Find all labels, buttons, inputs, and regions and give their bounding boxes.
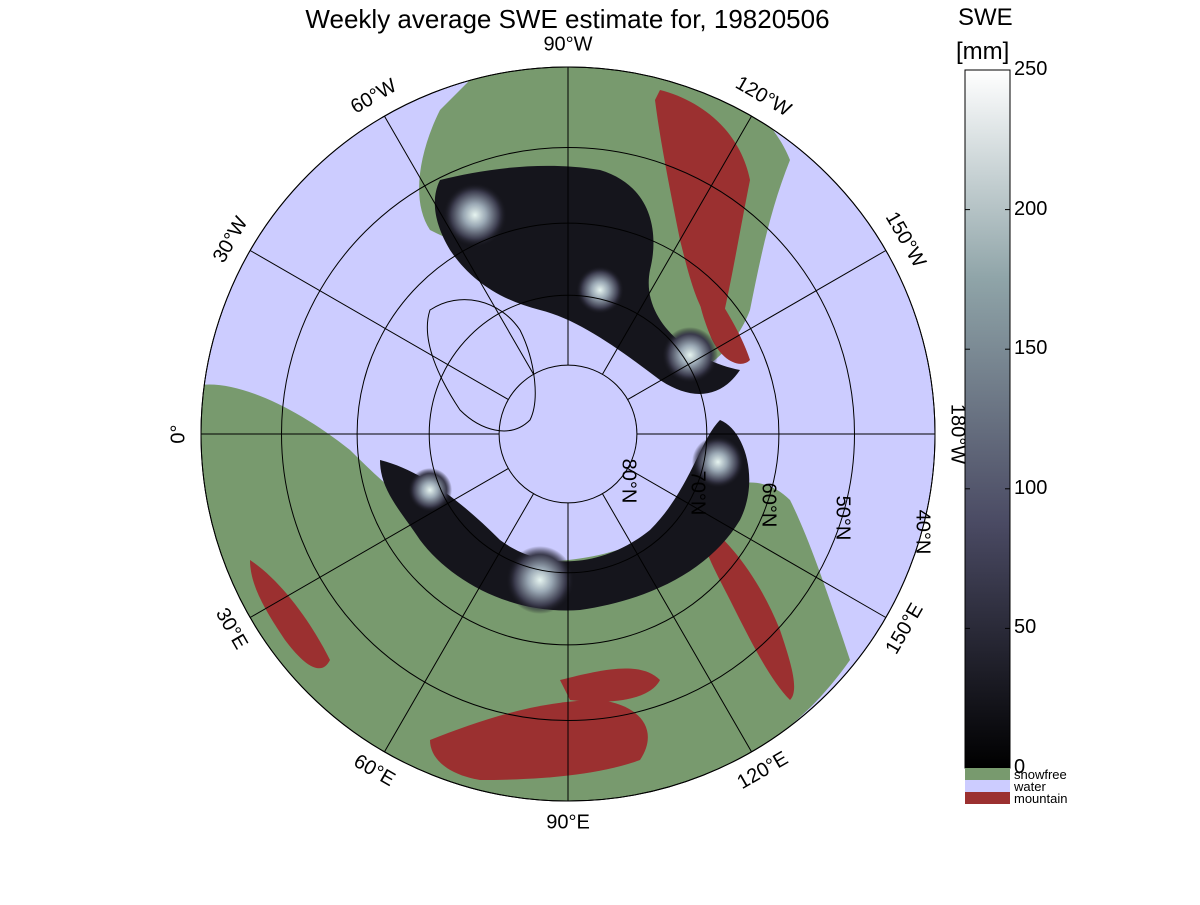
snow-peak-labrador	[443, 183, 507, 247]
latitude-label: 60°N	[757, 482, 780, 528]
colorbar-unit: [mm]	[956, 38, 1010, 65]
longitude-label: 90°E	[546, 811, 590, 834]
colorbar-tick-label: 50	[1014, 616, 1037, 639]
snow-cover-areas	[380, 165, 750, 614]
latitude-label: 50°N	[831, 496, 854, 541]
alaska-mountains	[698, 270, 750, 364]
map-disc	[201, 67, 935, 801]
snow-peak-siberia	[506, 546, 574, 614]
snow-eurasia	[380, 420, 750, 611]
snow-peak-scandinavia	[408, 468, 452, 512]
latitude-label: 70°N	[686, 470, 709, 516]
europe-mountains	[250, 560, 330, 669]
colorbar	[964, 69, 1011, 804]
meridian-line	[384, 115, 535, 375]
longitude-label: 180°W	[946, 403, 969, 465]
legend-swatch	[965, 792, 1010, 804]
colorbar-tick-label: 0	[1014, 756, 1026, 778]
longitude-label: 0°	[167, 424, 190, 444]
latitude-label: 80°N	[617, 458, 640, 503]
colorbar-tick-label: 150	[1014, 337, 1048, 360]
colorbar-title: SWE	[958, 4, 1013, 31]
page-title: Weekly average SWE estimate for, 1982050…	[305, 4, 830, 34]
legend-swatch	[965, 768, 1010, 780]
colorbar-tick-label: 200	[1014, 197, 1048, 220]
colorbar-tick-label: 250	[1014, 58, 1048, 80]
meridian-line	[249, 250, 509, 401]
meridian-line	[627, 250, 887, 401]
snow-peak-alaska	[662, 327, 718, 383]
snow-peak-chukotka	[692, 436, 744, 488]
meridian-line	[601, 493, 752, 753]
himalaya-mountains	[430, 700, 648, 780]
meridian-line	[249, 467, 509, 618]
colorbar-tick-label: 100	[1014, 476, 1048, 499]
meridian-line	[627, 467, 887, 618]
latitude-label: 40°N	[911, 509, 933, 555]
legend-label: snowfree	[1014, 767, 1067, 782]
longitude-label: 90°W	[543, 33, 593, 56]
central-asia-mountains	[560, 668, 660, 702]
legend-swatch	[965, 780, 1010, 792]
meridian-line	[384, 493, 535, 753]
legend-label: mountain	[1014, 791, 1068, 806]
colorbar-categories	[965, 768, 1010, 804]
east-siberia-mountains	[700, 520, 795, 700]
mountain-areas	[250, 90, 795, 780]
map-border	[200, 66, 936, 802]
colorbar-gradient	[965, 70, 1010, 768]
snow-peak-baffin	[576, 266, 624, 314]
meridian-line	[601, 115, 752, 375]
rockies-mountains	[655, 90, 750, 330]
legend-label: water	[1014, 779, 1046, 794]
